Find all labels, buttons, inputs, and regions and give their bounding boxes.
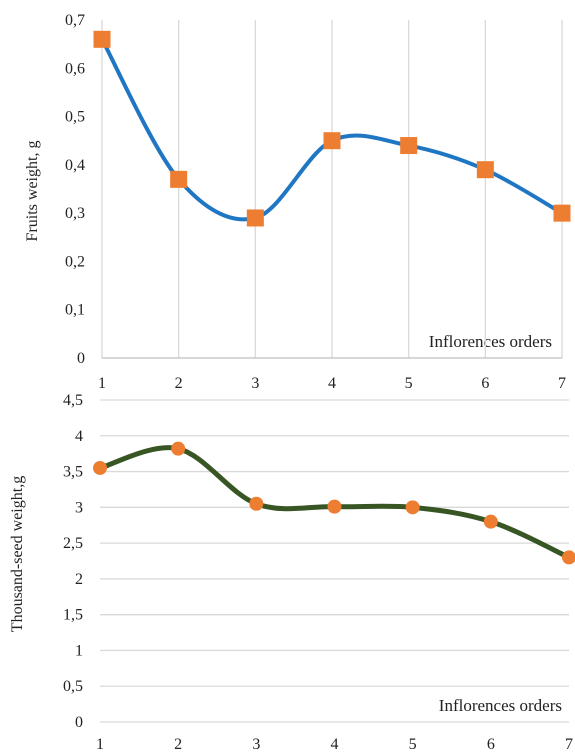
thousand-seed-x-tick-label: 6 — [487, 736, 495, 753]
fruits-weight-data-point — [323, 132, 341, 150]
fruits-weight-y-tick-label: 0,7 — [65, 12, 85, 29]
thousand-seed-data-point — [483, 514, 498, 529]
thousand-seed-y-tick-label: 2 — [75, 571, 83, 588]
thousand-seed-data-point — [327, 499, 342, 514]
fruits-weight-x-tick-label: 4 — [328, 375, 336, 392]
thousand-seed-x-tick-label: 7 — [565, 736, 573, 753]
fruits-weight-x-tick-label: 7 — [558, 375, 566, 392]
fruits-weight-chart: Fruits weight, g Inflorences orders 0 0,1… — [24, 12, 571, 392]
thousand-seed-y-axis-title: Thousand-seed weight,g — [9, 476, 26, 632]
fruits-weight-data-point — [476, 161, 494, 179]
thousand-seed-data-point — [249, 496, 264, 511]
fruits-weight-data-point — [246, 209, 264, 227]
thousand-seed-y-tick-label: 1 — [75, 642, 83, 659]
thousand-seed-y-tick-label: 4,5 — [63, 392, 83, 409]
thousand-seed-data-point — [171, 441, 186, 456]
thousand-seed-y-tick-label: 3,5 — [63, 464, 83, 481]
thousand-seed-x-tick-label: 2 — [174, 736, 182, 753]
fruits-weight-y-tick-label: 0,3 — [65, 205, 85, 222]
fruits-weight-x-tick-label: 2 — [175, 375, 183, 392]
thousand-seed-y-tick-label: 2,5 — [63, 535, 83, 552]
fruits-weight-x-tick-label: 5 — [405, 375, 413, 392]
fruits-weight-data-point — [93, 30, 111, 48]
thousand-seed-annotation: Inflorences orders — [439, 696, 562, 715]
fruits-weight-y-tick-label: 0,6 — [65, 60, 85, 77]
thousand-seed-data-point — [93, 460, 107, 475]
fruits-weight-data-point — [553, 204, 571, 222]
fruits-weight-gridlines — [101, 20, 563, 359]
thousand-seed-data-point — [405, 500, 420, 515]
fruits-weight-y-tick-label: 0,5 — [65, 109, 85, 126]
thousand-seed-data-point — [562, 550, 575, 565]
fruits-weight-data-point — [400, 137, 418, 155]
thousand-seed-x-tick-label: 5 — [409, 736, 417, 753]
fruits-weight-x-tick-label: 1 — [98, 375, 106, 392]
fruits-weight-y-tick-label: 0,4 — [65, 157, 85, 174]
thousand-seed-x-tick-label: 1 — [96, 736, 104, 753]
thousand-seed-y-tick-label: 3 — [75, 499, 83, 516]
fruits-weight-y-axis-title: Fruits weight, g — [24, 141, 41, 242]
thousand-seed-gridlines — [100, 399, 569, 723]
thousand-seed-y-tick-label: 1,5 — [63, 607, 83, 624]
thousand-seed-y-tick-label: 0,5 — [63, 678, 83, 695]
fruits-weight-data-point — [170, 170, 188, 188]
thousand-seed-y-tick-label: 0 — [75, 714, 83, 731]
fruits-weight-y-tick-label: 0 — [77, 350, 85, 367]
fruits-weight-x-tick-label: 3 — [251, 375, 259, 392]
fruits-weight-annotation: Inflorences orders — [429, 332, 552, 351]
thousand-seed-x-tick-label: 4 — [331, 736, 339, 753]
fruits-weight-y-tick-label: 0,1 — [65, 302, 85, 319]
thousand-seed-x-tick-label: 3 — [252, 736, 260, 753]
fruits-weight-y-tick-label: 0,2 — [65, 253, 85, 270]
thousand-seed-weight-chart: Thousand-seed weight,g Inflorences order… — [9, 392, 575, 753]
fruits-weight-x-tick-label: 6 — [481, 375, 489, 392]
thousand-seed-y-tick-label: 4 — [75, 428, 83, 445]
